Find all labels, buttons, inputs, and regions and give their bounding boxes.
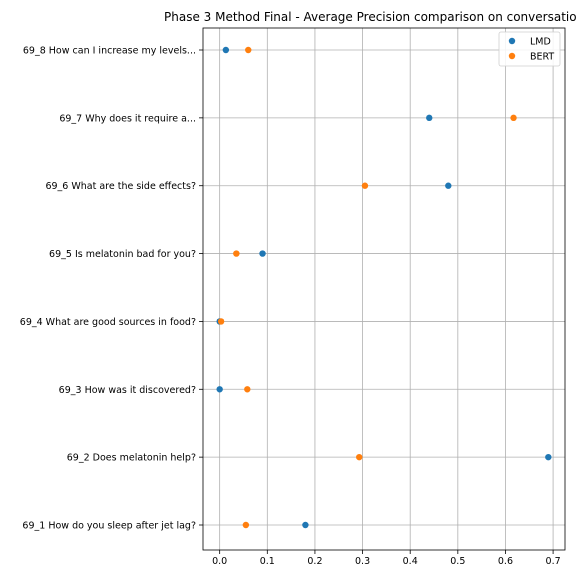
legend-marker-lmd [508,37,516,45]
point-lmd [545,453,552,461]
legend-label-lmd: LMD [530,37,551,48]
point-bert [510,114,517,122]
chart-title: Phase 3 Method Final - Average Precision… [164,10,576,24]
axes: 0.0 0.1 0.2 0.3 0.4 0.5 0.6 0.7 69_1 How do you … [20,27,566,567]
y-tick-label: 69_8 How can I increase my levels... [23,46,196,57]
x-tick-label: 0.3 [355,556,370,567]
point-lmd [222,46,230,54]
grid-layer [203,28,565,550]
x-tick-label: 0.5 [450,556,465,567]
x-tick-label: 0.7 [546,556,561,567]
point-lmd [259,250,266,257]
point-bert [242,521,250,529]
y-tick-label: 69_5 Is melatonin bad for you? [49,249,196,260]
point-lmd [216,386,223,393]
point-lmd [302,521,309,529]
point-lmd [445,182,452,189]
x-tick-label: 0.2 [307,556,322,567]
y-tick-label: 69_1 How do you sleep after jet lag? [22,521,196,532]
legend-label-bert: BERT [530,52,554,63]
x-tick-label: 0.1 [260,556,275,567]
y-tick-label: 69_4 What are good sources in food? [20,317,196,328]
y-tick-label: 69_7 Why does it require a... [59,113,196,124]
point-lmd [426,114,433,122]
y-tick-label: 69_3 How was it discovered? [59,385,196,396]
point-bert [361,182,369,189]
point-bert [217,318,225,325]
y-tick-label: 69_6 What are the side effects? [45,181,196,192]
point-bert [356,453,363,461]
legend: LMD BERT [498,31,561,67]
data-points [216,46,552,529]
point-bert [233,250,240,257]
plot-frame [202,27,566,551]
point-bert [244,386,251,393]
x-tick-label: 0.0 [212,556,227,567]
y-tick-label: 69_2 Does melatonin help? [67,453,196,464]
point-bert [245,46,252,54]
legend-marker-bert [508,52,516,60]
x-tick-label: 0.4 [403,556,418,567]
x-tick-label: 0.6 [498,556,513,567]
